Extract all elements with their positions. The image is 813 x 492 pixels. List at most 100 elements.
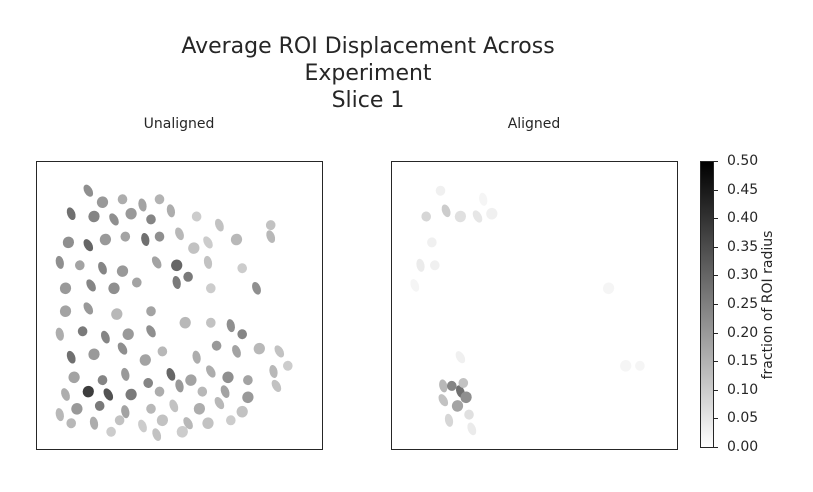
roi-mark	[157, 346, 168, 357]
roi-mark	[206, 365, 216, 378]
roi-mark	[89, 416, 99, 430]
roi-mark	[171, 259, 183, 272]
roi-mark	[421, 211, 432, 222]
unaligned-panel	[36, 161, 323, 450]
roi-mark	[253, 342, 265, 355]
colorbar-tick-mark	[714, 161, 718, 162]
roi-mark	[139, 354, 151, 366]
colorbar-tick-mark	[714, 332, 718, 334]
colorbar-tick-mark	[714, 189, 718, 191]
roi-mark	[441, 204, 451, 218]
roi-mark	[183, 417, 193, 430]
roi-mark	[138, 419, 147, 433]
panel-title-aligned: Aligned	[507, 116, 561, 132]
colorbar-tick-mark	[714, 389, 718, 391]
roi-mark	[156, 414, 169, 427]
roi-mark	[88, 348, 100, 361]
roi-mark	[458, 378, 469, 388]
roi-mark	[185, 374, 197, 386]
roi-mark	[236, 405, 248, 418]
colorbar-tick-mark	[714, 361, 718, 363]
roi-mark	[191, 211, 202, 222]
roi-mark	[179, 316, 191, 329]
colorbar-tick-label: 0.20	[727, 324, 759, 341]
roi-mark	[205, 317, 216, 328]
roi-mark	[152, 428, 162, 441]
roi-mark	[172, 275, 181, 290]
colorbar-tick-mark	[714, 304, 718, 305]
roi-mark	[232, 345, 241, 358]
roi-mark	[635, 360, 645, 371]
colorbar-tick-mark	[714, 418, 718, 420]
colorbar-tick-label: 0.50	[727, 153, 759, 169]
colorbar-tick-label: 0.10	[727, 381, 759, 398]
roi-mark	[100, 330, 110, 344]
colorbar-tick-mark	[714, 218, 718, 220]
roi-mark	[211, 340, 222, 351]
roi-mark	[66, 418, 77, 429]
roi-mark	[438, 394, 449, 407]
colorbar-tick-label: 0.00	[727, 439, 759, 455]
roi-mark	[282, 360, 293, 371]
roi-mark	[242, 391, 254, 404]
colorbar-tick-label: 0.40	[727, 210, 759, 227]
roi-mark	[96, 196, 109, 208]
roi-mark	[237, 263, 248, 274]
roi-mark	[214, 397, 225, 410]
roi-mark	[183, 271, 193, 282]
roi-mark	[454, 210, 467, 223]
roi-mark	[55, 255, 64, 269]
roi-mark	[55, 327, 64, 341]
roi-mark	[154, 231, 165, 242]
colorbar-tick-label: 0.45	[727, 181, 759, 198]
colorbar-tick-label: 0.35	[727, 238, 759, 255]
roi-mark	[59, 305, 72, 317]
colorbar-label: fraction of ROI radius	[760, 230, 776, 380]
colorbar-tick-label: 0.25	[727, 296, 759, 312]
aligned-roi-map	[410, 185, 645, 436]
roi-mark	[203, 236, 213, 249]
roi-mark	[266, 230, 276, 243]
roi-mark	[166, 204, 176, 218]
roi-mark	[154, 386, 165, 397]
roi-mark	[439, 379, 448, 393]
roi-mark	[444, 413, 454, 427]
roi-mark	[106, 426, 116, 437]
roi-mark	[446, 380, 457, 391]
roi-mark	[203, 255, 213, 269]
colorbar-tick-label: 0.30	[727, 267, 759, 284]
unaligned-roi-map	[55, 184, 293, 441]
roi-mark	[122, 328, 134, 340]
roi-mark	[74, 260, 85, 271]
roi-mark	[222, 371, 234, 384]
roi-mark	[86, 279, 96, 292]
colorbar-tick-label: 0.05	[727, 410, 759, 427]
roi-mark	[98, 261, 107, 275]
roi-mark	[82, 385, 94, 398]
roi-mark	[68, 371, 80, 384]
roi-mark	[602, 282, 615, 295]
roi-mark	[125, 388, 137, 401]
roi-mark	[175, 379, 184, 393]
roi-mark	[435, 185, 446, 196]
roi-mark	[237, 329, 248, 340]
roi-mark	[214, 218, 224, 232]
chart-title-line-2: Experiment	[304, 61, 432, 86]
roi-mark	[197, 386, 208, 397]
roi-mark	[176, 426, 188, 438]
roi-mark	[410, 279, 420, 292]
roi-mark	[61, 388, 70, 401]
roi-mark	[175, 227, 184, 241]
roi-mark	[121, 367, 130, 381]
roi-mark	[464, 409, 474, 420]
roi-mark	[116, 265, 129, 277]
roi-mark	[455, 351, 466, 364]
roi-mark	[143, 378, 154, 388]
roi-mark	[83, 239, 94, 252]
colorbar-tick-mark	[714, 246, 718, 248]
roi-mark	[120, 231, 131, 242]
roi-mark	[188, 242, 200, 254]
roi-mark	[146, 306, 156, 317]
roi-mark	[111, 308, 123, 320]
roi-mark	[620, 360, 632, 372]
